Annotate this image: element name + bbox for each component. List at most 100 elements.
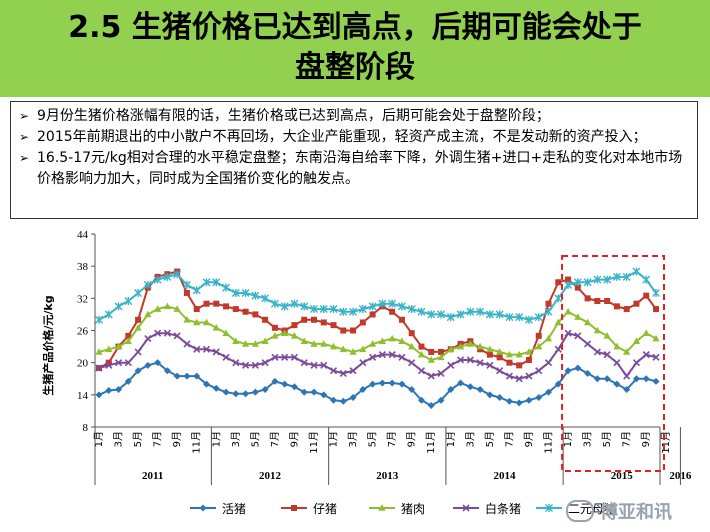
series-4-point [427, 310, 436, 319]
series-0-point [330, 396, 338, 404]
series-1-point [125, 332, 132, 339]
x-tick-label: 3月 [464, 431, 476, 447]
series-1-point [525, 356, 532, 363]
series-3-point [652, 353, 660, 361]
x-tick-label: 11月 [660, 431, 672, 454]
series-0-point [310, 388, 318, 396]
series-0-point [369, 380, 377, 388]
x-tick-label: 9月 [406, 431, 418, 447]
series-0-point [320, 391, 328, 399]
x-tick-label: 7月 [269, 431, 281, 447]
series-2-point [202, 318, 211, 326]
series-0-point [437, 396, 445, 404]
series-2-point [486, 345, 494, 353]
series-4-point [114, 302, 123, 311]
series-2-point [378, 337, 386, 345]
series-4-point [652, 288, 660, 297]
series-3-point [437, 369, 445, 377]
series-3-point [281, 353, 289, 361]
series-0-point [251, 388, 259, 396]
series-3-point [124, 359, 132, 367]
series-2-point [583, 318, 592, 326]
series-4-point [495, 310, 504, 319]
series-4-point [388, 299, 397, 308]
x-tick-label: 3月 [113, 431, 125, 447]
series-2-point [114, 342, 123, 350]
series-4-point [437, 310, 446, 319]
series-0-point [300, 388, 308, 396]
x-tick-label: 5月 [367, 431, 379, 447]
series-1-point [223, 303, 230, 310]
legend-swatch-marker [462, 504, 470, 512]
series-4-point [358, 305, 367, 314]
year-label: 2015 [611, 470, 634, 482]
series-0-point [202, 380, 210, 388]
series-0-point [388, 379, 396, 387]
series-3-point [212, 348, 220, 356]
series-line-0 [98, 361, 657, 407]
series-2-point [163, 302, 172, 310]
series-4-point [368, 302, 377, 311]
series-4-point [554, 294, 563, 303]
series-3-point [202, 345, 211, 353]
series-3-point [261, 359, 269, 367]
series-3-point [408, 359, 416, 367]
series-3-point [95, 364, 103, 372]
series-1-point [516, 362, 523, 369]
series-3-point [564, 329, 572, 337]
series-3-point [154, 329, 162, 337]
series-0-point [632, 375, 640, 383]
series-1-point [310, 316, 317, 323]
bullet-text: 9月份生猪价格涨幅有限的话，生猪价格或已达到高点，后期可能会处于盘整阶段； [37, 108, 550, 124]
y-tick-label: 38 [77, 261, 89, 273]
bullet-text: 2015年前期退出的中小散户不再回场，大企业产能重现，轻资产成主流，不是发动新的… [37, 129, 647, 145]
series-0-point [623, 385, 631, 393]
series-2-point [369, 340, 377, 347]
series-4-point [339, 307, 348, 316]
bullet-item: ➢ 2015年前期退出的中小散户不再回场，大企业产能重现，轻资产成主流，不是发动… [19, 127, 689, 148]
y-axis-label: 生猪产品价格/元/kg [41, 295, 55, 395]
series-0-point [144, 361, 152, 369]
series-3-point [183, 340, 191, 348]
legend-swatch-marker [378, 504, 386, 511]
series-0-point [271, 377, 279, 385]
series-2-point [652, 334, 660, 342]
series-4-point [280, 302, 289, 311]
series-1-point [623, 306, 630, 313]
series-2-point [613, 342, 621, 350]
series-4-point [163, 272, 172, 281]
series-3-point [222, 353, 230, 361]
series-3-point [251, 361, 259, 369]
slide-title: 2.5 生猪价格已达到高点，后期可能会处于 盘整阶段 [0, 8, 710, 88]
series-1-point [408, 330, 415, 337]
slide-title-line2: 盘整阶段 [295, 50, 415, 85]
series-2-point [544, 334, 553, 342]
watermark: 博亚和讯 [566, 496, 672, 526]
x-tick-label: 1月 [210, 431, 222, 447]
x-tick-label: 11月 [543, 431, 555, 454]
series-4-point [212, 278, 221, 287]
series-3-point [369, 353, 377, 361]
series-1-point [545, 300, 552, 307]
series-2-point [574, 313, 582, 320]
series-0-point [183, 372, 191, 380]
series-3-point [134, 348, 142, 356]
series-3-point [310, 361, 318, 369]
series-0-point [378, 379, 386, 387]
series-0-point [115, 385, 123, 393]
series-2-point [535, 342, 543, 350]
series-3-point [320, 361, 328, 369]
series-4-point [407, 305, 416, 314]
series-2-point [437, 353, 445, 361]
series-4-point [309, 305, 318, 314]
series-0-point [417, 396, 425, 404]
series-3-point [163, 329, 171, 337]
series-3-point [447, 361, 455, 369]
series-1-point [252, 311, 259, 318]
series-1-point [271, 324, 278, 331]
x-tick-label: 1月 [562, 431, 574, 447]
series-1-point [135, 316, 142, 323]
series-1-point [438, 348, 445, 355]
y-tick-label: 8 [83, 422, 89, 434]
series-2-point [515, 350, 523, 358]
